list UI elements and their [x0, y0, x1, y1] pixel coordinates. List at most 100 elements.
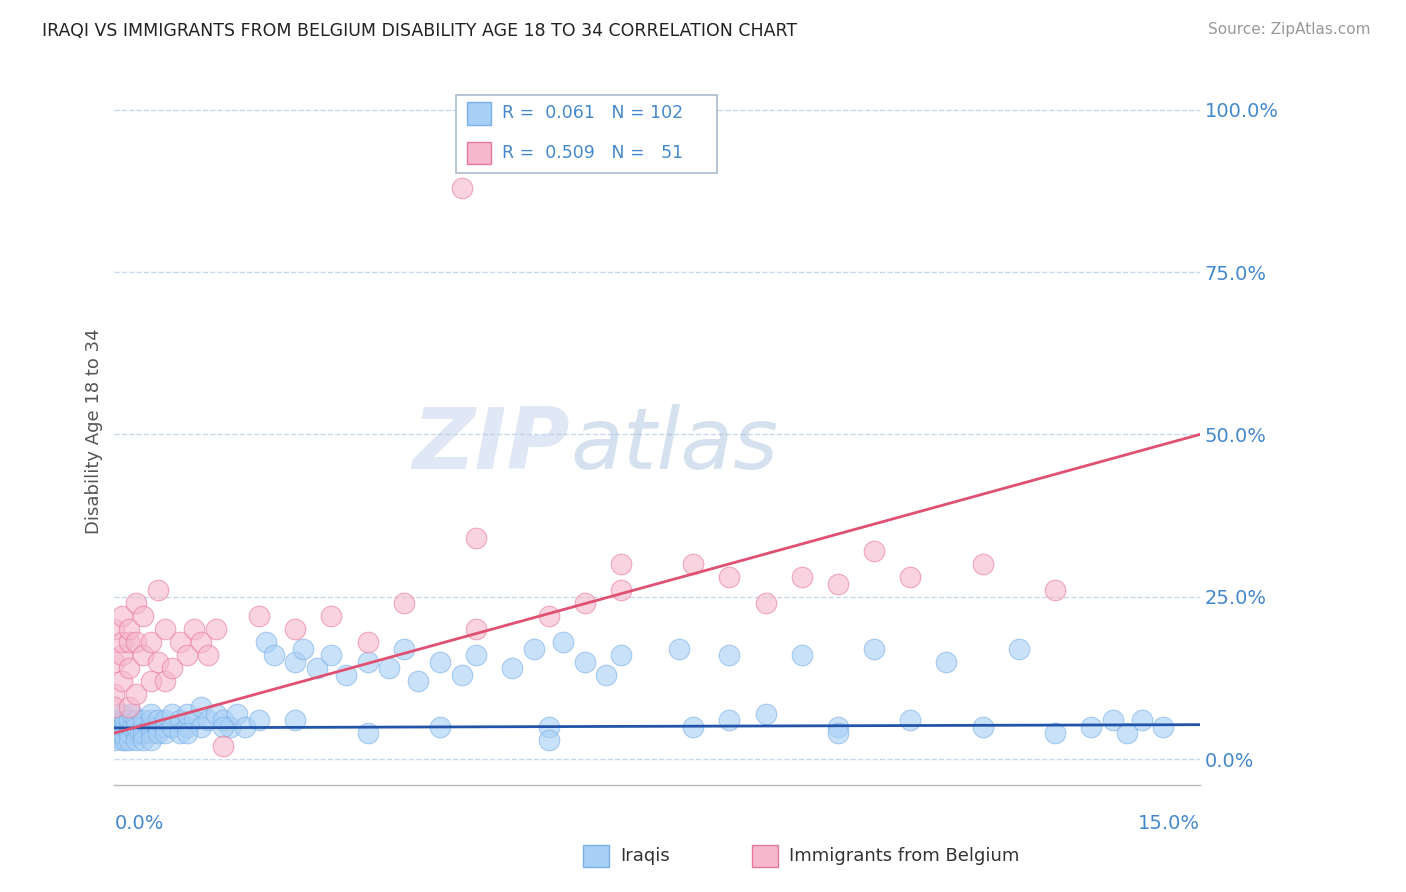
Point [153, 713, 176, 727]
Point [128, 726, 150, 740]
Point [190, 700, 212, 714]
Point [668, 641, 690, 656]
Point [132, 720, 155, 734]
Bar [467, 142, 491, 164]
Point [790, 648, 813, 663]
Text: atlas: atlas [571, 404, 778, 487]
Point [162, 661, 184, 675]
Point [212, 739, 235, 753]
Point [139, 635, 162, 649]
Point [176, 726, 198, 740]
Point [305, 661, 328, 675]
Point [190, 720, 212, 734]
Point [378, 661, 401, 675]
Point [1080, 720, 1102, 734]
Point [121, 720, 143, 734]
Point [790, 570, 813, 584]
Point [118, 622, 141, 636]
Point [139, 732, 162, 747]
Point [118, 700, 141, 714]
Point [754, 706, 776, 721]
Point [321, 648, 343, 663]
Point [103, 720, 125, 734]
FancyBboxPatch shape [457, 95, 717, 173]
Point [450, 667, 472, 681]
Point [1101, 713, 1123, 727]
Point [863, 544, 886, 558]
Point [153, 726, 176, 740]
Point [118, 661, 141, 675]
Point [233, 720, 256, 734]
Point [118, 726, 141, 740]
Point [863, 641, 886, 656]
Point [103, 655, 125, 669]
Point [125, 635, 148, 649]
Point [429, 655, 451, 669]
Point [169, 726, 191, 740]
Point [111, 706, 134, 721]
Text: Immigrants from Belgium: Immigrants from Belgium [789, 847, 1019, 865]
Y-axis label: Disability Age 18 to 34: Disability Age 18 to 34 [86, 328, 103, 534]
Point [247, 713, 270, 727]
Point [190, 635, 212, 649]
Point [139, 726, 162, 740]
Point [718, 648, 741, 663]
Point [132, 732, 155, 747]
Point [972, 720, 994, 734]
Point [754, 596, 776, 610]
Point [284, 655, 307, 669]
Point [212, 713, 235, 727]
Point [197, 713, 219, 727]
Point [335, 667, 357, 681]
Point [827, 720, 849, 734]
Point [537, 732, 560, 747]
Point [827, 576, 849, 591]
Point [827, 726, 849, 740]
Point [392, 641, 415, 656]
Point [107, 726, 129, 740]
Point [465, 532, 488, 546]
Point [610, 648, 633, 663]
Point [114, 720, 136, 734]
Bar [583, 845, 609, 867]
Point [898, 713, 921, 727]
Point [125, 720, 148, 734]
Point [121, 706, 143, 721]
Text: R =  0.061   N = 102: R = 0.061 N = 102 [502, 103, 683, 122]
Point [162, 706, 184, 721]
Point [574, 655, 596, 669]
Point [176, 720, 198, 734]
Point [356, 655, 378, 669]
Point [162, 720, 184, 734]
Point [1043, 583, 1066, 598]
Point [406, 674, 429, 689]
Point [718, 713, 741, 727]
Point [111, 648, 134, 663]
Point [247, 609, 270, 624]
Point [146, 713, 169, 727]
Point [465, 622, 488, 636]
Point [450, 181, 472, 195]
Point [146, 726, 169, 740]
Point [111, 720, 134, 734]
Text: Iraqis: Iraqis [620, 847, 669, 865]
Point [176, 706, 198, 721]
Point [1130, 713, 1153, 727]
Point [465, 648, 488, 663]
Point [212, 720, 235, 734]
Point [118, 713, 141, 727]
Point [118, 635, 141, 649]
Point [197, 648, 219, 663]
Point [972, 558, 994, 572]
Text: Source: ZipAtlas.com: Source: ZipAtlas.com [1208, 22, 1371, 37]
Point [284, 713, 307, 727]
Point [153, 720, 176, 734]
Point [139, 720, 162, 734]
Point [132, 648, 155, 663]
Point [1008, 641, 1031, 656]
Text: R =  0.509   N =   51: R = 0.509 N = 51 [502, 145, 683, 162]
Point [537, 720, 560, 734]
Point [176, 648, 198, 663]
Point [935, 655, 957, 669]
Point [291, 641, 314, 656]
